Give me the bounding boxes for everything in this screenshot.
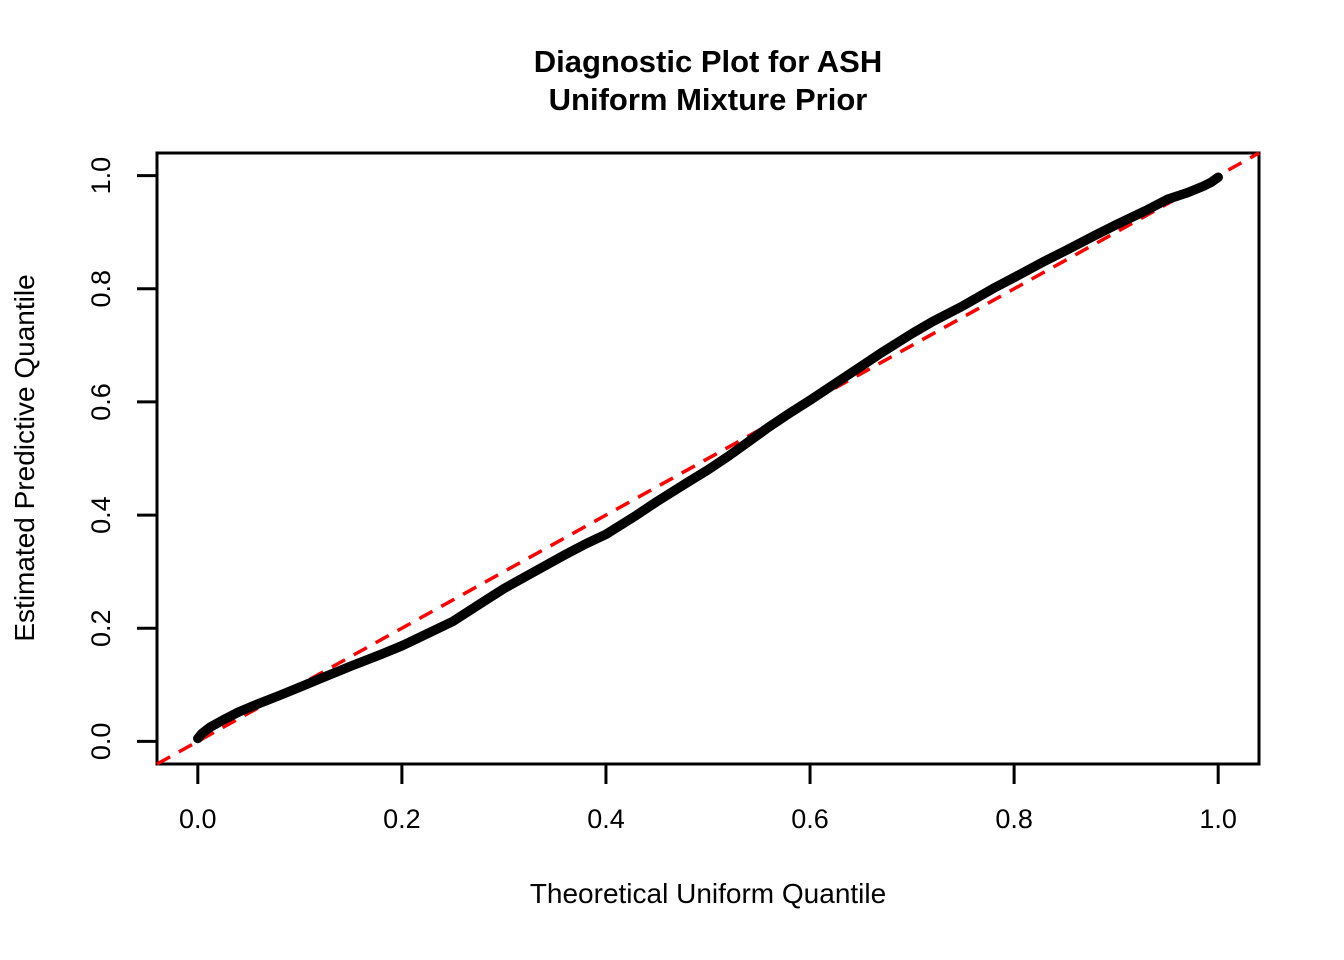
y-axis-ticks: 0.0 0.2 0.4 0.6 0.8 1.0 — [86, 157, 157, 760]
x-tick-label: 0.4 — [587, 804, 625, 834]
chart-title-line-1: Diagnostic Plot for ASH — [534, 44, 882, 79]
x-axis-label: Theoretical Uniform Quantile — [530, 878, 886, 909]
y-tick-label: 0.8 — [86, 270, 116, 308]
y-tick-label: 0.6 — [86, 383, 116, 421]
x-axis-ticks: 0.0 0.2 0.4 0.6 0.8 1.0 — [179, 764, 1237, 834]
y-tick-label: 1.0 — [86, 157, 116, 195]
quantile-curve — [193, 172, 1223, 744]
x-tick-label: 0.2 — [383, 804, 421, 834]
reference-diagonal-line — [156, 151, 1260, 766]
y-tick-label: 0.2 — [86, 609, 116, 647]
plot-area-border — [155, 151, 1261, 766]
x-tick-label: 1.0 — [1199, 804, 1237, 834]
x-tick-label: 0.8 — [995, 804, 1033, 834]
chart-title-line-2: Uniform Mixture Prior — [549, 82, 868, 117]
x-tick-label: 0.6 — [791, 804, 829, 834]
y-tick-label: 0.0 — [86, 723, 116, 761]
y-axis-label: Estimated Predictive Quantile — [9, 274, 40, 641]
y-tick-label: 0.4 — [86, 496, 116, 534]
x-tick-label: 0.0 — [179, 804, 217, 834]
